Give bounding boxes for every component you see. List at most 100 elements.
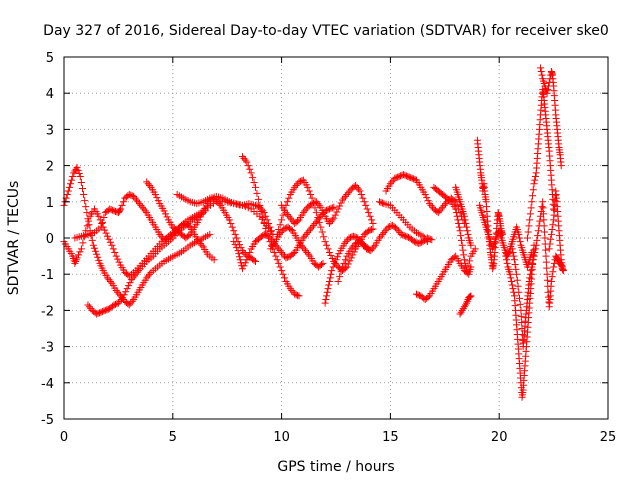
data-point bbox=[141, 207, 149, 215]
data-point bbox=[227, 220, 235, 228]
data-point bbox=[428, 203, 436, 211]
data-point bbox=[549, 221, 557, 229]
data-point bbox=[119, 294, 127, 302]
data-point bbox=[323, 292, 331, 300]
data-point bbox=[424, 197, 432, 205]
data-point bbox=[456, 310, 464, 318]
data-point bbox=[352, 239, 360, 247]
data-point bbox=[198, 210, 206, 218]
data-point bbox=[119, 198, 127, 206]
data-point bbox=[115, 258, 123, 266]
series-track-g bbox=[238, 153, 303, 300]
series-track-w bbox=[508, 245, 538, 351]
data-point bbox=[317, 203, 325, 211]
data-point bbox=[529, 192, 537, 200]
data-point bbox=[453, 201, 461, 209]
data-point bbox=[508, 281, 516, 289]
data-point bbox=[286, 214, 294, 222]
data-point bbox=[185, 232, 193, 240]
data-point bbox=[536, 217, 544, 225]
series-track-h bbox=[230, 203, 338, 273]
data-point bbox=[315, 201, 323, 209]
data-point bbox=[391, 224, 399, 232]
data-point bbox=[256, 201, 264, 209]
data-point bbox=[422, 236, 430, 244]
y-tick-label: -2 bbox=[41, 304, 54, 319]
data-point bbox=[127, 299, 135, 307]
data-point bbox=[281, 274, 289, 282]
data-point bbox=[339, 263, 347, 271]
data-point bbox=[349, 232, 357, 240]
data-point bbox=[378, 199, 386, 207]
data-point bbox=[542, 246, 550, 254]
data-point bbox=[98, 308, 106, 316]
data-point bbox=[333, 253, 341, 261]
data-point bbox=[557, 162, 565, 170]
data-point bbox=[230, 227, 238, 235]
data-point bbox=[101, 306, 109, 314]
data-point bbox=[300, 245, 308, 253]
data-point bbox=[418, 238, 426, 246]
data-point bbox=[334, 277, 342, 285]
data-point bbox=[88, 236, 96, 244]
data-point bbox=[457, 236, 465, 244]
data-point bbox=[69, 172, 77, 180]
data-point bbox=[244, 204, 252, 212]
data-point bbox=[465, 293, 473, 301]
data-point bbox=[259, 207, 267, 215]
data-point bbox=[416, 239, 424, 247]
data-point bbox=[439, 203, 447, 211]
data-point bbox=[257, 207, 265, 215]
series-track-t bbox=[473, 136, 506, 273]
data-point bbox=[415, 239, 423, 247]
data-point bbox=[251, 183, 259, 191]
data-point bbox=[95, 212, 103, 220]
data-point bbox=[283, 224, 291, 232]
data-point bbox=[254, 195, 262, 203]
data-point bbox=[93, 310, 101, 318]
data-point bbox=[250, 256, 258, 264]
data-point bbox=[337, 199, 345, 207]
data-point bbox=[230, 238, 238, 246]
data-point bbox=[332, 256, 340, 264]
data-point bbox=[494, 228, 502, 236]
data-point bbox=[131, 194, 139, 202]
data-point bbox=[543, 276, 551, 284]
data-point bbox=[162, 210, 170, 218]
data-point bbox=[118, 201, 126, 209]
series-track-p bbox=[376, 198, 431, 246]
data-point bbox=[299, 234, 307, 242]
data-point bbox=[116, 297, 124, 305]
data-point bbox=[260, 230, 268, 238]
data-point bbox=[282, 209, 290, 217]
data-point bbox=[335, 250, 343, 258]
data-point bbox=[506, 270, 514, 278]
data-point bbox=[301, 207, 309, 215]
data-point bbox=[365, 209, 373, 217]
data-point bbox=[384, 223, 392, 231]
data-point bbox=[542, 258, 550, 266]
data-point bbox=[294, 291, 302, 299]
data-point bbox=[321, 299, 329, 307]
data-point bbox=[273, 256, 281, 264]
data-point bbox=[458, 306, 466, 314]
data-point bbox=[262, 231, 270, 239]
data-point bbox=[547, 230, 555, 238]
data-point bbox=[243, 256, 251, 264]
data-point bbox=[109, 302, 117, 310]
data-point bbox=[539, 204, 547, 212]
data-point bbox=[305, 227, 313, 235]
series-track-a bbox=[60, 163, 214, 309]
data-point bbox=[426, 200, 434, 208]
data-point bbox=[303, 248, 311, 256]
data-point bbox=[423, 238, 431, 246]
data-point bbox=[107, 206, 115, 214]
data-point bbox=[526, 216, 534, 224]
data-point bbox=[339, 196, 347, 204]
data-point bbox=[304, 229, 312, 237]
data-point bbox=[459, 246, 467, 254]
data-point bbox=[402, 172, 410, 180]
data-point bbox=[354, 185, 362, 193]
data-point bbox=[337, 268, 345, 276]
data-point bbox=[531, 248, 539, 256]
